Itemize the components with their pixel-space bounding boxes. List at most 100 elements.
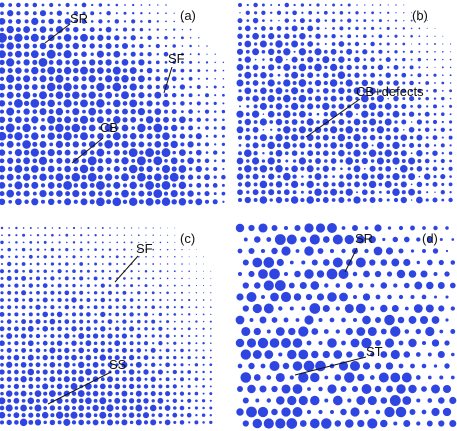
panel-b-dot xyxy=(254,58,257,61)
panel-a-dot xyxy=(0,43,5,49)
panel-a-dot xyxy=(214,78,216,80)
panel-a-dot xyxy=(48,109,54,115)
panel-a-dot xyxy=(82,28,86,32)
panel-c-dot xyxy=(195,342,198,345)
panel-a-dot xyxy=(113,99,121,108)
panel-a-dot xyxy=(198,45,200,47)
panel-a-dot xyxy=(198,37,200,39)
panel-c-dot xyxy=(172,412,178,418)
panel-a-dot xyxy=(204,158,210,164)
panel-b-dot xyxy=(322,134,329,141)
panel-b-dot xyxy=(277,65,281,70)
panel-c-dot xyxy=(158,341,163,346)
panel-c-dot xyxy=(151,384,156,389)
panel-c-dot xyxy=(13,354,20,361)
panel-c-dot xyxy=(36,255,40,259)
panel-c-dot xyxy=(159,377,162,381)
panel-a-dot xyxy=(74,3,78,7)
panel-c-dot xyxy=(123,255,126,258)
panel-b-dot xyxy=(337,71,346,79)
panel-a-dot xyxy=(30,148,39,157)
panel-a-dot xyxy=(222,167,225,171)
panel-a-dot xyxy=(49,27,54,32)
panel-c-dot xyxy=(14,369,19,375)
panel-d-dot xyxy=(431,384,440,394)
panel-c-dot xyxy=(173,341,177,345)
panel-b-dot xyxy=(275,103,283,110)
panel-c-dot xyxy=(63,361,70,368)
panel-d-dot xyxy=(288,327,296,336)
panel-c-dot xyxy=(166,299,169,301)
panel-d-dot xyxy=(311,328,319,335)
panel-c-dot xyxy=(87,263,90,265)
panel-c-dot xyxy=(20,333,27,339)
panel-a-dot xyxy=(115,3,119,7)
panel-d-dot xyxy=(420,270,428,278)
panel-b-dot xyxy=(252,80,259,86)
panel-a-dot xyxy=(31,116,39,124)
panel-c-dot xyxy=(87,248,90,251)
panel-b-dot xyxy=(449,144,452,147)
panel-c-dot xyxy=(0,298,4,302)
panel-a-dot xyxy=(139,43,144,49)
panel-c-dot xyxy=(78,347,85,354)
panel-a-dot xyxy=(137,75,145,83)
panel-c-dot xyxy=(180,356,184,359)
panel-a-dot xyxy=(165,12,167,15)
panel-c-dot xyxy=(21,384,26,389)
panel-b-dot xyxy=(331,104,336,109)
panel-a-dot xyxy=(80,33,88,42)
panel-c-dot xyxy=(166,305,170,309)
panel-d-dot xyxy=(380,397,388,404)
panel-d-dot xyxy=(301,260,306,265)
panel-d-dot xyxy=(252,303,262,314)
panel-d-dot xyxy=(361,337,372,349)
panel-b-dot xyxy=(269,11,273,15)
panel-b-dot xyxy=(362,198,367,202)
panel-d-dot xyxy=(369,375,375,380)
panel-c-dot xyxy=(144,320,148,324)
panel-c-dot xyxy=(173,327,177,331)
panel-b-dot xyxy=(402,81,406,85)
panel-a: (a) SR SF CB xyxy=(0,2,226,207)
panel-b-dot xyxy=(324,19,328,22)
panel-a-dot xyxy=(115,12,118,15)
panel-c-dot xyxy=(152,248,155,251)
panel-a-label: (a) xyxy=(180,8,196,23)
panel-a-dot xyxy=(114,60,119,65)
panel-d-dot xyxy=(450,329,456,334)
panel-b-dot xyxy=(370,57,375,62)
panel-b-dot xyxy=(339,112,343,116)
panel-c-dot xyxy=(138,256,140,258)
panel-d-dot xyxy=(274,234,286,245)
panel-c-dot xyxy=(0,411,6,419)
panel-a-dot xyxy=(114,175,119,180)
panel-a-dot xyxy=(16,174,21,180)
panel-d-sr-label: SR xyxy=(355,231,373,246)
panel-b-dot xyxy=(361,189,368,196)
panel-a-dot xyxy=(73,52,78,57)
panel-a-dot xyxy=(130,51,136,57)
panel-d-dot xyxy=(355,303,366,314)
panel-a-dot xyxy=(156,68,160,73)
panel-c-dot xyxy=(144,284,148,288)
panel-a-dot xyxy=(121,59,129,66)
panel-c-dot xyxy=(79,319,84,324)
panel-c-dot xyxy=(109,241,111,244)
panel-a-dot xyxy=(156,36,159,39)
panel-b-dot xyxy=(331,198,336,202)
panel-a-dot xyxy=(121,189,129,198)
panel-b-dot xyxy=(371,4,374,6)
panel-b-dot xyxy=(293,50,296,53)
panel-c-dot xyxy=(209,356,212,359)
panel-b-dot xyxy=(418,42,421,46)
panel-c-dot xyxy=(87,277,90,280)
panel-c-dot xyxy=(14,312,19,317)
panel-a-dot xyxy=(63,131,72,141)
panel-b-dot xyxy=(261,190,266,195)
panel-b-dot xyxy=(387,11,390,14)
panel-a-dot xyxy=(0,76,5,81)
panel-c-dot xyxy=(209,370,212,374)
panel-a-dot xyxy=(14,33,23,42)
